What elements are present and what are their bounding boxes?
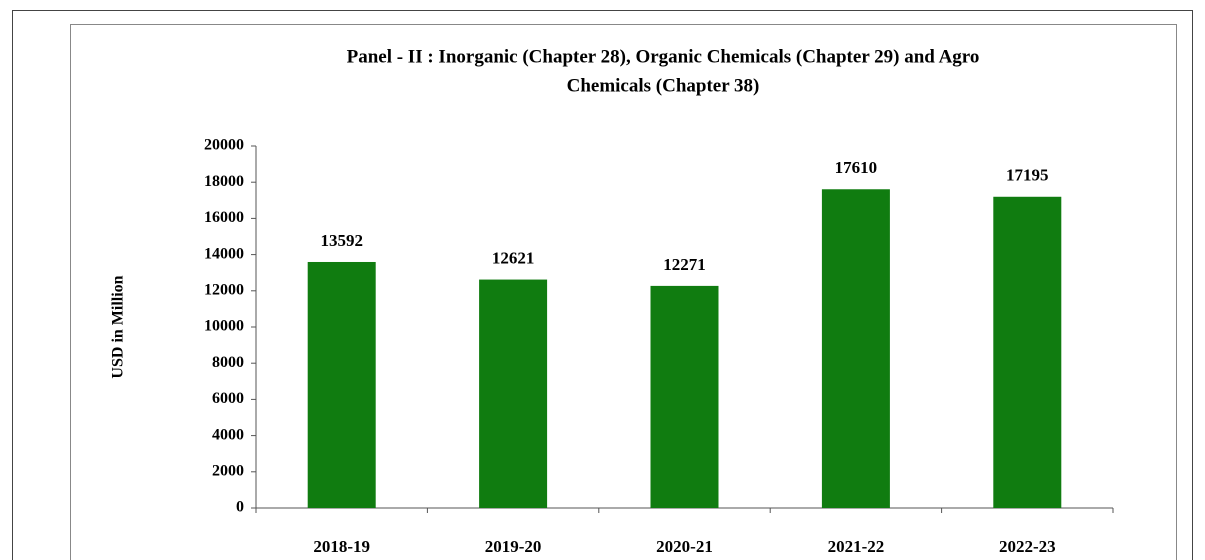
- chart-title: Chemicals (Chapter 38): [567, 75, 760, 96]
- chart-frame: [70, 24, 1177, 560]
- x-tick-label: 2022-23: [999, 537, 1056, 556]
- data-label: 13592: [320, 231, 363, 250]
- y-tick-label: 12000: [204, 281, 244, 298]
- bar: [993, 196, 1062, 508]
- y-axis-label: USD in Million: [110, 275, 127, 378]
- data-label: 12621: [492, 248, 535, 267]
- y-tick-label: 14000: [204, 245, 244, 262]
- bar: [650, 285, 719, 508]
- y-tick-label: 16000: [204, 209, 244, 226]
- outer-frame: [12, 10, 1193, 560]
- y-tick-label: 0: [236, 499, 244, 516]
- y-tick-label: 18000: [204, 173, 244, 190]
- y-tick-label: 8000: [212, 354, 244, 371]
- y-tick-label: 4000: [212, 426, 244, 443]
- x-tick-label: 2020-21: [656, 537, 713, 556]
- bar: [479, 279, 548, 508]
- bar: [821, 189, 890, 508]
- y-tick-label: 6000: [212, 390, 244, 407]
- y-tick-label: 10000: [204, 318, 244, 335]
- y-tick-label: 20000: [204, 137, 244, 154]
- chart-title: Panel - II : Inorganic (Chapter 28), Org…: [347, 46, 980, 67]
- data-label: 17195: [1006, 166, 1049, 185]
- x-tick-label: 2019-20: [485, 537, 542, 556]
- bar: [307, 261, 376, 508]
- y-tick-label: 2000: [212, 462, 244, 479]
- x-tick-label: 2021-22: [828, 537, 885, 556]
- x-tick-label: 2018-19: [313, 537, 370, 556]
- data-label: 17610: [835, 158, 878, 177]
- data-label: 12271: [663, 255, 706, 274]
